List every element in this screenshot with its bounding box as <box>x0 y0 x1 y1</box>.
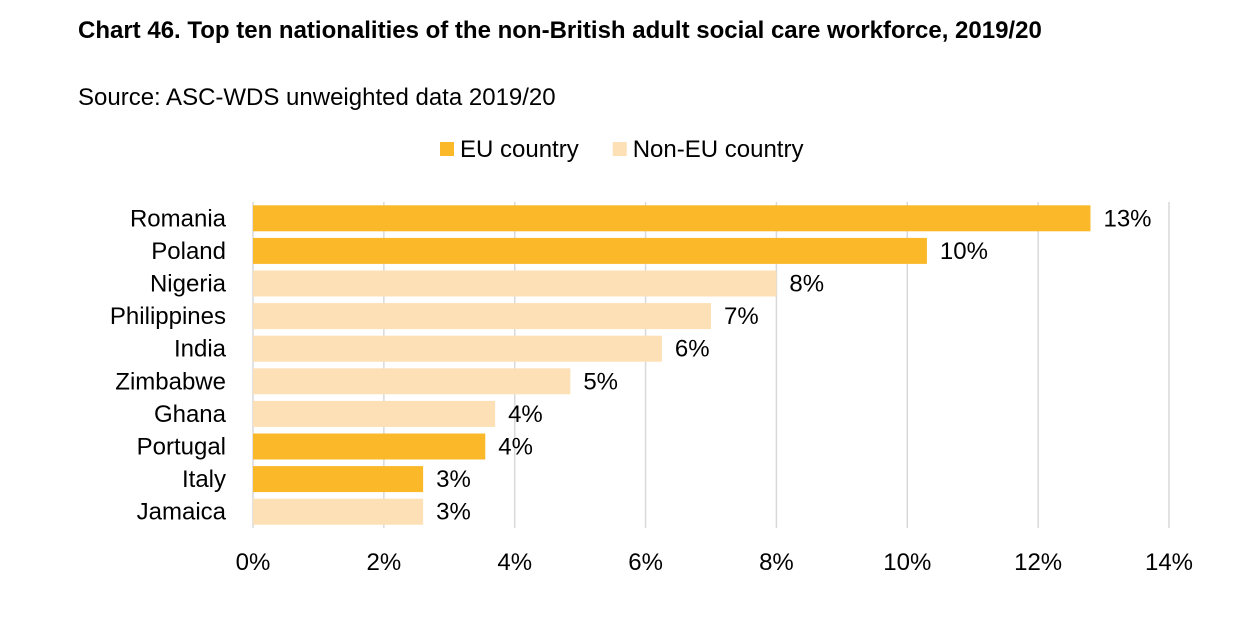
data-label: 6% <box>675 336 710 363</box>
x-tick-label: 4% <box>497 549 532 576</box>
category-label: Ghana <box>154 401 227 428</box>
data-label: 4% <box>498 434 533 461</box>
bars <box>253 205 1091 525</box>
bar <box>253 303 711 330</box>
legend-swatch <box>612 142 627 156</box>
bar <box>253 270 777 297</box>
bar <box>253 433 486 460</box>
data-label: 8% <box>789 271 824 298</box>
category-label: Zimbabwe <box>115 368 226 395</box>
bar <box>253 400 496 427</box>
data-label: 3% <box>436 499 471 526</box>
category-labels: Romania Poland Nigeria Philippines India Zimb… <box>110 205 227 525</box>
data-label: 10% <box>940 238 988 265</box>
category-label: Poland <box>151 238 226 265</box>
bar <box>253 237 927 264</box>
chart-title: Chart 46. Top ten nationalities of the n… <box>78 17 1042 44</box>
bar <box>253 368 571 395</box>
x-tick-label: 2% <box>367 549 402 576</box>
legend-label: Non-EU country <box>633 136 804 163</box>
legend: EU country Non-EU country <box>440 136 803 163</box>
category-label: Portugal <box>137 434 226 461</box>
bar <box>253 498 424 525</box>
data-label: 5% <box>583 368 618 395</box>
data-label: 4% <box>508 401 543 428</box>
chart-subtitle: Source: ASC-WDS unweighted data 2019/20 <box>78 84 556 111</box>
data-label: 13% <box>1103 205 1151 232</box>
x-axis-tick-labels: 0% 2% 4% 6% 8% 10% 12% 14% <box>236 549 1193 576</box>
bar <box>253 335 662 362</box>
legend-label: EU country <box>460 136 579 163</box>
x-tick-label: 0% <box>236 549 271 576</box>
x-tick-label: 6% <box>628 549 663 576</box>
category-label: Italy <box>182 466 226 493</box>
category-label: Nigeria <box>150 271 227 298</box>
legend-swatch <box>440 142 454 156</box>
bar <box>253 466 424 493</box>
bar <box>253 205 1091 232</box>
data-label: 3% <box>436 466 471 493</box>
x-tick-label: 8% <box>759 549 794 576</box>
data-label: 7% <box>724 303 759 330</box>
category-label: Jamaica <box>137 499 227 526</box>
x-tick-label: 10% <box>883 549 931 576</box>
x-tick-label: 12% <box>1014 549 1062 576</box>
x-tick-label: 14% <box>1145 549 1193 576</box>
category-label: Romania <box>130 205 227 232</box>
category-label: India <box>174 336 227 363</box>
category-label: Philippines <box>110 303 226 330</box>
value-labels: 13% 10% 8% 7% 6% 5% 4% 4% 3% 3% <box>436 205 1151 525</box>
